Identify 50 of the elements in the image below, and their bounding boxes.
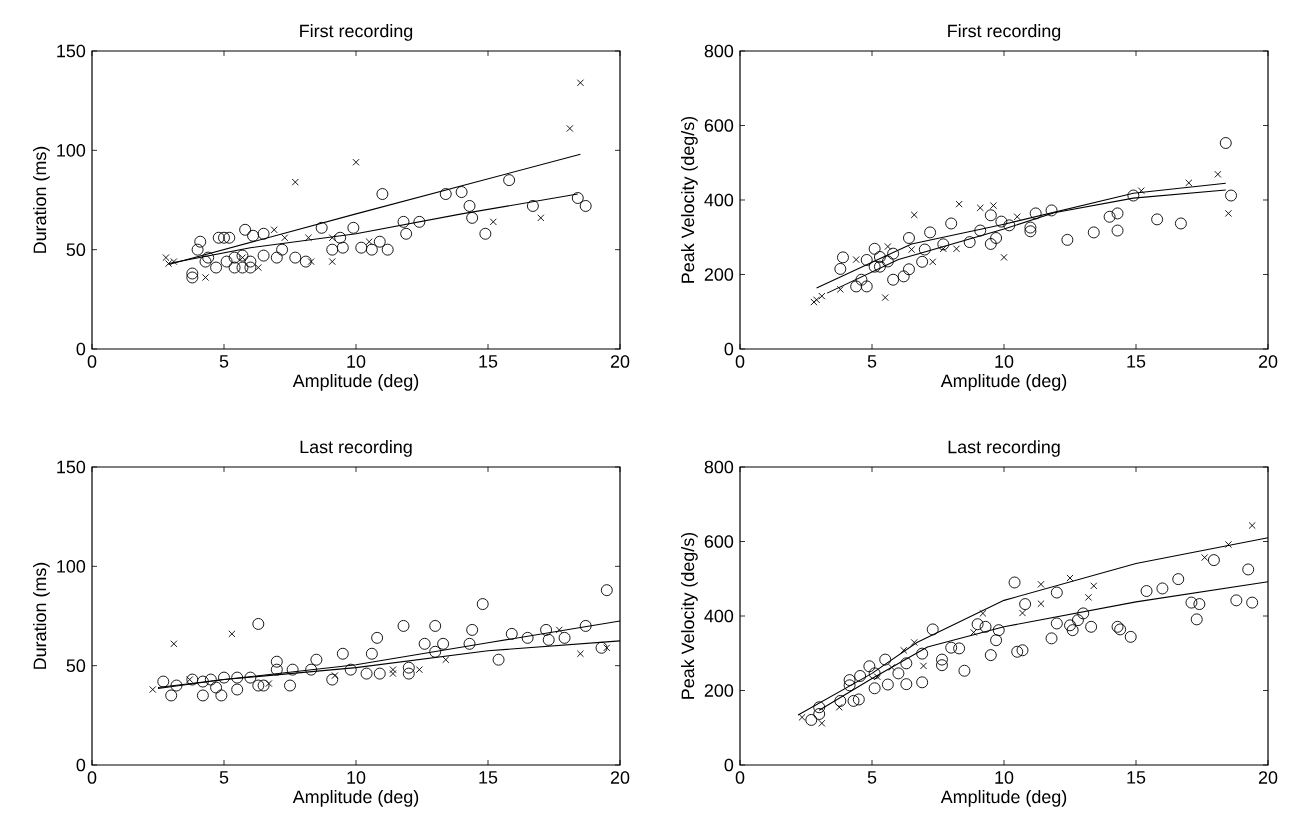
- y-tick-label: 150: [57, 44, 86, 58]
- x-tick-label: 15: [479, 771, 498, 784]
- x-tick-label: 0: [87, 355, 97, 368]
- x-tick-label: 15: [1127, 355, 1146, 368]
- chart-title: First recording: [300, 24, 413, 41]
- x-tick-label: 20: [610, 355, 630, 368]
- y-tick-label: 100: [57, 559, 86, 573]
- y-tick-label: 0: [76, 342, 86, 356]
- y-tick-label: 50: [66, 659, 86, 673]
- x-tick-label: 10: [995, 771, 1014, 784]
- x-axis-title: Amplitude (deg): [940, 790, 1067, 807]
- x-tick-label: 0: [735, 771, 745, 784]
- x-tick-label: 5: [219, 771, 229, 784]
- y-tick-label: 200: [704, 684, 734, 697]
- y-tick-label: 600: [704, 119, 734, 132]
- y-tick-label: 400: [704, 193, 734, 207]
- x-tick-label: 10: [995, 355, 1014, 368]
- y-tick-label: 100: [57, 143, 86, 157]
- x-tick-label: 10: [347, 771, 366, 784]
- x-tick-label: 20: [1258, 771, 1278, 784]
- x-tick-label: 5: [219, 355, 229, 368]
- x-tick-label: 5: [867, 771, 877, 784]
- y-tick-label: 150: [57, 460, 86, 474]
- x-tick-label: 15: [1127, 771, 1146, 784]
- x-tick-label: 5: [867, 355, 877, 368]
- chart-title: Last recording: [300, 440, 412, 457]
- y-tick-label: 0: [724, 758, 734, 772]
- x-tick-label: 20: [610, 771, 630, 784]
- x-axis-title: Amplitude (deg): [292, 374, 419, 391]
- chart-title: First recording: [948, 24, 1061, 41]
- x-tick-label: 10: [347, 355, 366, 368]
- x-axis-title: Amplitude (deg): [292, 790, 419, 807]
- y-tick-label: 200: [704, 268, 734, 281]
- y-tick-label: 0: [76, 758, 86, 772]
- y-axis-title: Duration (ms): [33, 146, 50, 253]
- y-tick-label: 50: [66, 243, 86, 257]
- x-axis-title: Amplitude (deg): [940, 374, 1067, 391]
- y-tick-label: 800: [704, 44, 734, 58]
- x-tick-label: 0: [735, 355, 745, 368]
- y-tick-label: 400: [704, 609, 734, 623]
- y-tick-label: 800: [704, 460, 734, 474]
- y-tick-label: 600: [704, 535, 734, 548]
- chart-title: Last recording: [948, 440, 1060, 457]
- y-tick-label: 0: [724, 342, 734, 356]
- x-tick-label: 20: [1258, 355, 1278, 368]
- x-tick-label: 0: [87, 771, 97, 784]
- x-tick-label: 15: [479, 355, 498, 368]
- y-axis-title: Peak Velocity (deg/s): [681, 532, 698, 699]
- y-axis-title: Peak Velocity (deg/s): [681, 116, 698, 283]
- y-axis-title: Duration (ms): [33, 562, 50, 669]
